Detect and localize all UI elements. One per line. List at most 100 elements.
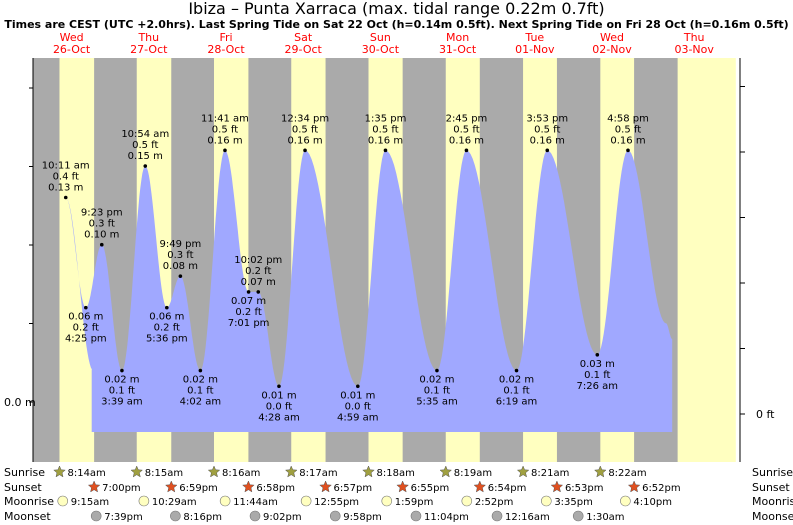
moonrise-time: 3:35pm (554, 497, 593, 508)
tide-point (63, 195, 68, 200)
daylight-band (677, 58, 736, 462)
sunset-icon (319, 480, 332, 493)
moonset-icon (491, 510, 503, 522)
moonset-time: 11:04pm (424, 512, 469, 523)
moonrise-icon (300, 495, 312, 507)
tide-height-ft-label: 0.1 ft (584, 370, 610, 381)
tide-height-ft-label: 0.5 ft (132, 140, 158, 151)
tide-point (435, 368, 439, 373)
moonrise-icon (57, 495, 69, 507)
sunrise-time: 8:15am (145, 468, 183, 479)
tide-point (99, 242, 104, 247)
tide-area (65, 150, 673, 433)
moonset-row-label-right: Moonset (752, 510, 793, 523)
tide-height-m-label: 0.06 m (68, 312, 103, 323)
sunrise-time: 8:19am (454, 468, 492, 479)
moonrise-row-label-right: Moonrise (752, 495, 793, 508)
tide-height-m-label: 0.02 m (104, 375, 139, 386)
tide-height-ft-label: 0.4 ft (53, 172, 79, 183)
tide-height-m-label: 0.02 m (499, 375, 534, 386)
sunrise-time: 8:21am (531, 468, 569, 479)
sunrise-icon (207, 465, 221, 478)
tide-point (545, 148, 550, 153)
moonset-icon (329, 510, 341, 522)
tide-time-label: 1:35 pm (365, 113, 407, 124)
day-of-week-label: Fri (219, 31, 232, 44)
tide-point (356, 384, 360, 389)
tide-time-label: 5:36 pm (146, 334, 188, 345)
tide-time-label: 9:49 pm (160, 239, 202, 250)
tide-height-m-label: 0.08 m (163, 261, 198, 272)
tide-height-m-label: 0.10 m (84, 230, 119, 241)
day-of-week-label: Thu (683, 31, 705, 44)
tide-height-m-label: 0.16 m (287, 135, 322, 146)
tide-time-label: 5:35 am (416, 397, 458, 408)
sunrise-row-label-right: Sunrise (752, 466, 793, 479)
tide-height-ft-label: 0.1 ft (109, 386, 135, 397)
moonset-icon (410, 510, 422, 522)
sunset-time: 6:53pm (565, 483, 604, 494)
tide-point (256, 290, 261, 294)
sunrise-icon (130, 465, 144, 478)
day-of-week-label: Sat (294, 31, 313, 44)
tide-height-m-label: 0.07 m (231, 296, 266, 307)
moonset-row-label-left: Moonset (4, 510, 51, 523)
moonrise-time: 2:52pm (475, 497, 514, 508)
sunset-row-label-left: Sunset (4, 481, 42, 494)
sunset-time: 6:52pm (642, 483, 681, 494)
tide-height-ft-label: 0.2 ft (245, 266, 271, 277)
tide-height-ft-label: 0.2 ft (235, 307, 261, 318)
moonrise-icon (461, 495, 473, 507)
right-axis-label: 0 ft (756, 408, 775, 421)
tide-time-label: 2:45 pm (446, 113, 488, 124)
sunrise-time: 8:18am (376, 468, 414, 479)
tide-time-label: 3:53 pm (526, 113, 568, 124)
tide-time-label: 9:23 pm (81, 208, 123, 219)
sunset-icon (164, 480, 178, 493)
sunset-row-label-right: Sunset (752, 481, 790, 494)
tide-time-label: 12:34 pm (281, 113, 329, 124)
moonrise-time: 4:10pm (633, 497, 672, 508)
sunset-time: 6:59pm (179, 483, 218, 494)
tide-time-label: 4:28 am (258, 412, 300, 423)
sunset-icon (550, 480, 564, 493)
tide-height-ft-label: 0.5 ft (292, 124, 318, 135)
tide-height-ft-label: 0.5 ft (534, 124, 560, 135)
moonrise-time: 1:59pm (395, 497, 434, 508)
sunrise-time: 8:14am (67, 468, 105, 479)
moonset-time: 9:02pm (263, 512, 302, 523)
tide-point (165, 305, 169, 310)
moonrise-time: 11:44am (233, 497, 278, 508)
moonrise-row-label-left: Moonrise (4, 495, 54, 508)
moonset-time: 9:58pm (343, 512, 382, 523)
tide-point (246, 290, 251, 294)
sunset-time: 6:57pm (334, 483, 373, 494)
sunset-icon (87, 480, 101, 493)
tide-point (626, 148, 630, 153)
moonset-icon (170, 510, 181, 522)
date-label: 26-Oct (53, 43, 91, 56)
chart-title: Ibiza – Punta Xarraca (max. tidal range … (188, 0, 605, 18)
tide-point (120, 368, 124, 373)
moonset-icon (249, 510, 261, 522)
sunrise-icon (516, 465, 530, 478)
tide-height-m-label: 0.16 m (530, 135, 565, 146)
sunrise-time: 8:17am (299, 468, 337, 479)
moonrise-icon (620, 495, 631, 507)
tide-time-label: 7:01 pm (228, 318, 270, 329)
tide-height-ft-label: 0.5 ft (453, 124, 479, 135)
tide-height-ft-label: 0.1 ft (503, 386, 529, 397)
sunrise-time: 8:16am (222, 468, 260, 479)
day-of-week-label: Tue (524, 31, 544, 44)
tide-time-label: 4:25 pm (65, 334, 107, 345)
tide-height-m-label: 0.16 m (207, 135, 242, 146)
day-of-week-label: Wed (60, 31, 84, 44)
tide-point (198, 368, 203, 373)
tide-time-label: 7:26 am (577, 381, 619, 392)
sunrise-row-label-left: Sunrise (4, 466, 45, 479)
tide-point (595, 353, 600, 357)
moonrise-icon (138, 495, 150, 507)
tide-height-m-label: 0.02 m (419, 375, 454, 386)
moonrise-icon (381, 495, 393, 507)
